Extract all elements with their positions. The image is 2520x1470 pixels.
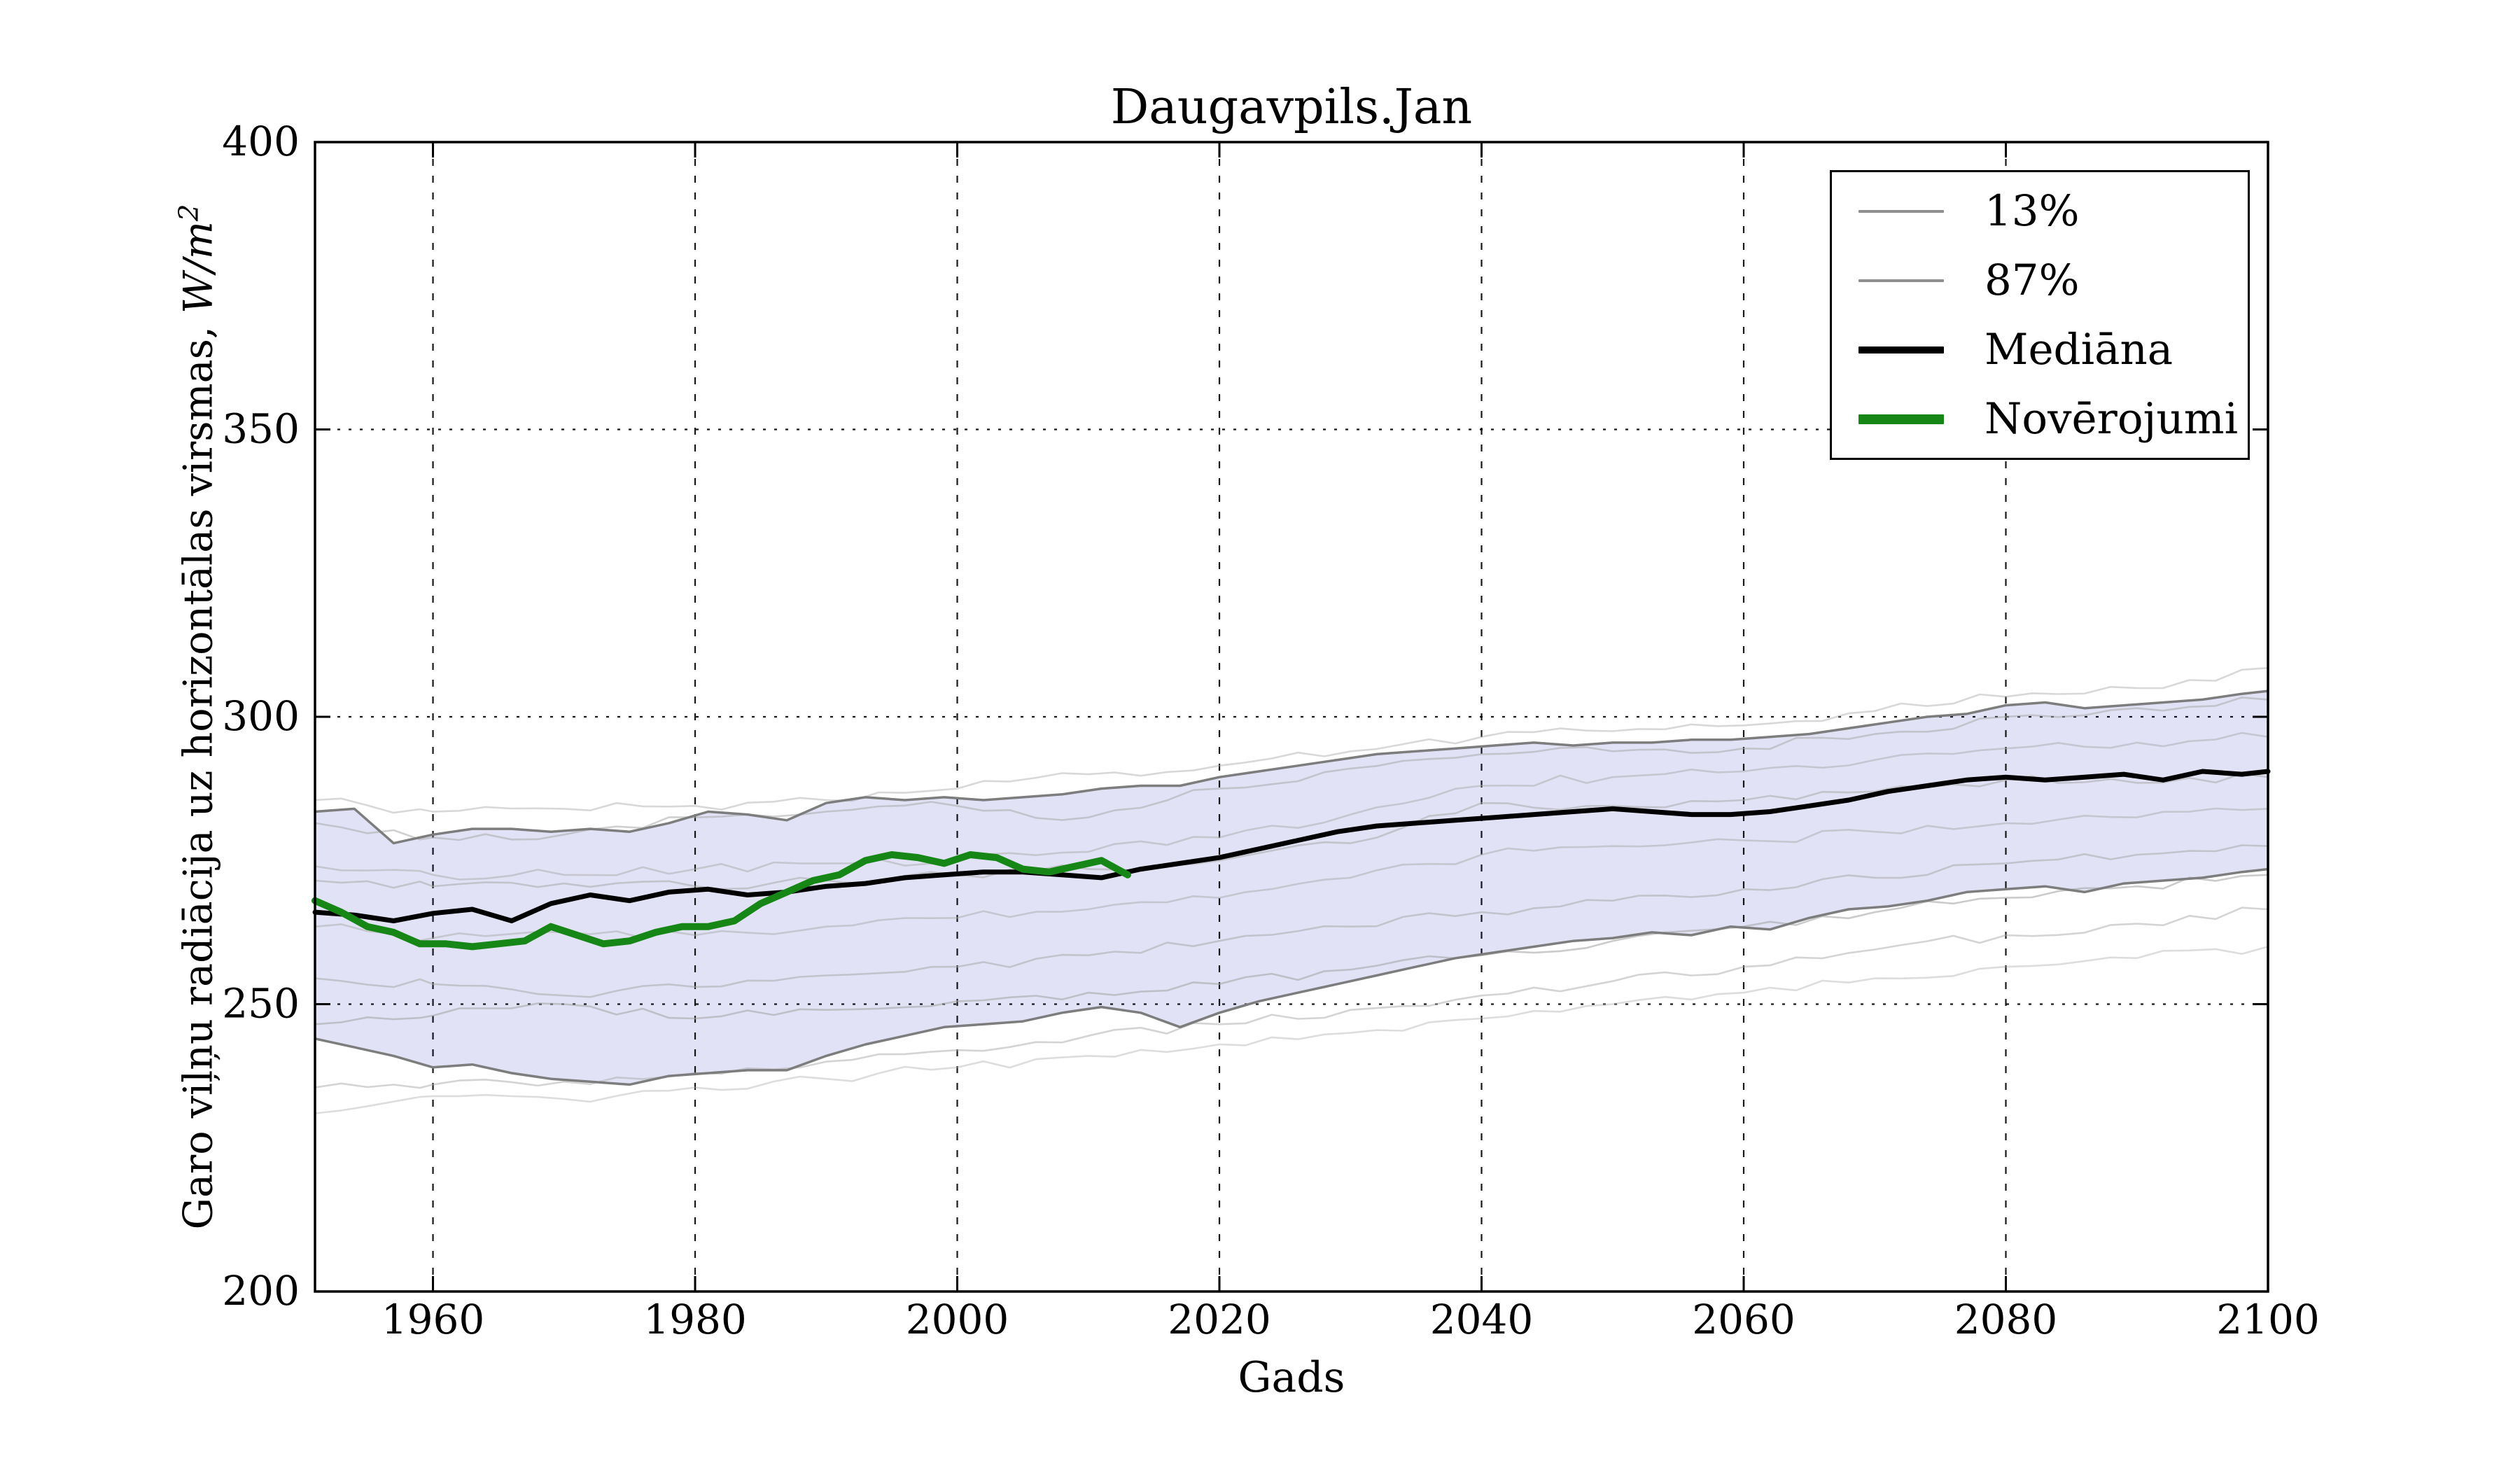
x-tick-label-2020: 2020 [1168, 1296, 1271, 1343]
legend-item-3: Mediāna [1832, 316, 2248, 384]
chart-title: Daugavpils.Jan [1110, 80, 1473, 135]
y-axis-label-exponent: 2 [173, 204, 205, 222]
x-tick-label-2100: 2100 [2216, 1296, 2320, 1343]
x-tick-label-2000: 2000 [906, 1296, 1009, 1343]
y-axis-label: Garo viļņu radiācija uz horizontālas vir… [173, 204, 222, 1230]
series-ensemble-5-line [314, 807, 2269, 941]
legend-line-sample [1858, 414, 1944, 424]
y-tick-label-350: 350 [222, 405, 300, 453]
series-percentile-13%-line [314, 867, 2269, 1086]
y-tick-label-400: 400 [222, 118, 300, 165]
y-tick-label-250: 250 [222, 980, 300, 1028]
series-ensemble-2-line [314, 696, 2269, 841]
series-percentile-87%-line [314, 690, 2269, 845]
legend-item-1: 13% [1832, 178, 2248, 245]
series-ensemble-9-line [314, 946, 2269, 1114]
x-tick-label-1980: 1980 [643, 1296, 747, 1343]
legend-item-2: 87% [1832, 247, 2248, 314]
series-ensemble-1-line [314, 666, 2269, 814]
y-tick-label-200: 200 [222, 1267, 300, 1315]
y-axis-label-text: Garo viļņu radiācija uz horizontālas vir… [175, 313, 222, 1230]
legend-item-label: 13% [1984, 186, 2080, 236]
series-noverojumi-line [312, 851, 1131, 951]
legend-item-label: 87% [1984, 255, 2080, 305]
series-ensemble-7-line [314, 874, 2269, 1026]
legend-item-label: Mediāna [1984, 325, 2174, 374]
series-mediana-line [312, 769, 2271, 923]
legend-item-4: Novērojumi [1832, 386, 2248, 453]
legend-line-sample [1858, 346, 1944, 354]
legend-line-sample [1858, 209, 1944, 213]
confidence-band [315, 691, 2268, 1085]
legend-line-sample [1858, 279, 1944, 282]
x-tick-label-2040: 2040 [1430, 1296, 1534, 1343]
x-tick-label-2080: 2080 [1954, 1296, 2058, 1343]
series-ensemble-3-line [314, 732, 2269, 881]
x-tick-label-2060: 2060 [1692, 1296, 1795, 1343]
x-tick-label-1960: 1960 [382, 1296, 485, 1343]
y-tick-label-300: 300 [222, 692, 300, 740]
legend: 13% 87% Mediāna Novērojumi [1830, 170, 2250, 460]
series-ensemble-6-line [314, 844, 2269, 998]
series-ensemble-8-line [314, 906, 2269, 1089]
legend-item-label: Novērojumi [1984, 394, 2239, 444]
y-axis-label-units: W/m [175, 221, 222, 314]
x-axis-label: Gads [1238, 1353, 1345, 1402]
